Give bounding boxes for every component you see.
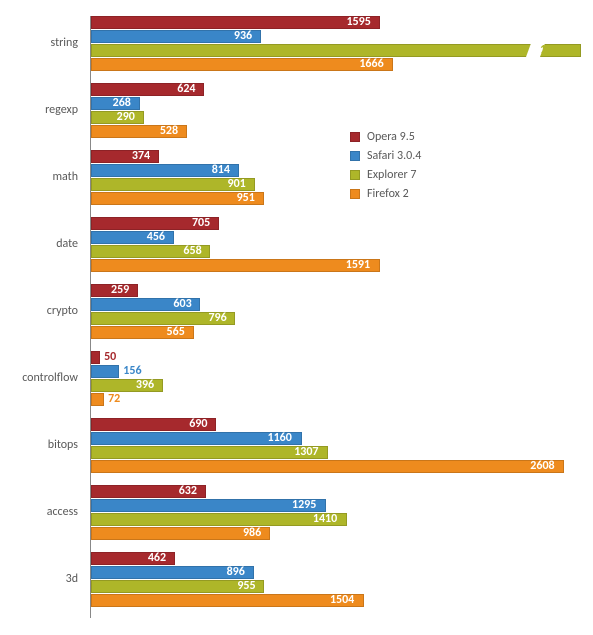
bar-value: 374 [132, 149, 150, 163]
bar-value: 705 [192, 216, 210, 230]
bar-value: 462 [148, 551, 166, 565]
legend-swatch [350, 132, 360, 142]
bar-value: 1666 [359, 57, 383, 71]
bar-value: 951 [237, 191, 255, 205]
category-label: access [10, 505, 84, 519]
category-label: math [10, 170, 84, 184]
bar-value: 936 [234, 29, 252, 43]
bar-value: 565 [167, 325, 185, 339]
bar [91, 594, 364, 607]
legend-label: Opera 9.5 [367, 130, 415, 144]
bar [91, 351, 100, 364]
bar-group: 690 11601307 2608 [91, 418, 580, 474]
bar-group: 374 814901951 [91, 150, 580, 206]
chart-legend: Opera 9.5 Safari 3.0.4 Explorer 7 Firefox 2 [350, 130, 421, 206]
bar [91, 446, 328, 459]
bar-value: 259 [111, 283, 129, 297]
bar-group: 50 156396 72 [91, 351, 580, 407]
bar-value: 396 [136, 378, 154, 392]
legend-item: Opera 9.5 [350, 130, 421, 144]
bar [91, 58, 393, 71]
bar-value: 814 [212, 163, 230, 177]
bar-value: 901 [228, 177, 246, 191]
bar [91, 44, 581, 57]
bar-value: 72 [108, 392, 120, 406]
legend-swatch [350, 170, 360, 180]
legend-item: Firefox 2 [350, 187, 421, 201]
bar-value: 456 [147, 230, 165, 244]
bar-value: 1504 [330, 593, 354, 607]
bar-value: 1595 [346, 15, 370, 29]
bar-value: 955 [237, 579, 255, 593]
bar-value: 1295 [292, 498, 316, 512]
plot-area: 1595 936 14492 1666 624 268290 528 374 814901951… [90, 16, 580, 618]
bar-value: 14492 [540, 43, 570, 57]
bar-value: 986 [243, 526, 261, 540]
bar-value: 796 [208, 311, 226, 325]
legend-item: Explorer 7 [350, 168, 421, 182]
bar-value: 528 [160, 124, 178, 138]
bar-value: 50 [104, 350, 116, 364]
bar-value: 1307 [294, 445, 318, 459]
category-label: crypto [10, 304, 84, 318]
bar [91, 460, 564, 473]
bar-group: 462 896955 1504 [91, 552, 580, 608]
benchmark-bar-chart: string regexp math date crypto controlflow bit… [10, 10, 583, 625]
bar-value: 2608 [530, 459, 554, 473]
bar-group: 705 456 658 1591 [91, 217, 580, 273]
legend-label: Safari 3.0.4 [367, 149, 421, 163]
bar-value: 603 [173, 297, 191, 311]
bar-value: 268 [113, 96, 131, 110]
category-label: 3d [10, 572, 84, 586]
bar-group: 632 12951410 986 [91, 485, 580, 541]
category-label: string [10, 36, 84, 50]
bar-group: 259 603 796 565 [91, 284, 580, 340]
bar [91, 499, 326, 512]
category-label: controlflow [10, 371, 84, 385]
legend-swatch [350, 151, 360, 161]
legend-label: Explorer 7 [367, 168, 416, 182]
bar-value: 632 [179, 484, 197, 498]
bar-value: 1160 [268, 431, 292, 445]
bar [91, 259, 380, 272]
bar-value: 1591 [346, 258, 370, 272]
category-label: date [10, 237, 84, 251]
bar-value: 690 [189, 417, 207, 431]
category-label: regexp [10, 103, 84, 117]
bar [91, 365, 119, 378]
category-label: bitops [10, 438, 84, 452]
legend-label: Firefox 2 [367, 187, 409, 201]
bar [91, 513, 347, 526]
bar [91, 393, 104, 406]
bar-value: 1410 [313, 512, 337, 526]
bar-group: 1595 936 14492 1666 [91, 16, 580, 72]
bar-group: 624 268290 528 [91, 83, 580, 139]
bar-value: 624 [177, 82, 195, 96]
bar [91, 16, 380, 29]
legend-item: Safari 3.0.4 [350, 149, 421, 163]
bar-value: 290 [117, 110, 135, 124]
legend-swatch [350, 189, 360, 199]
bar-value: 156 [123, 364, 141, 378]
bar-value: 658 [183, 244, 201, 258]
bar-value: 896 [227, 565, 245, 579]
